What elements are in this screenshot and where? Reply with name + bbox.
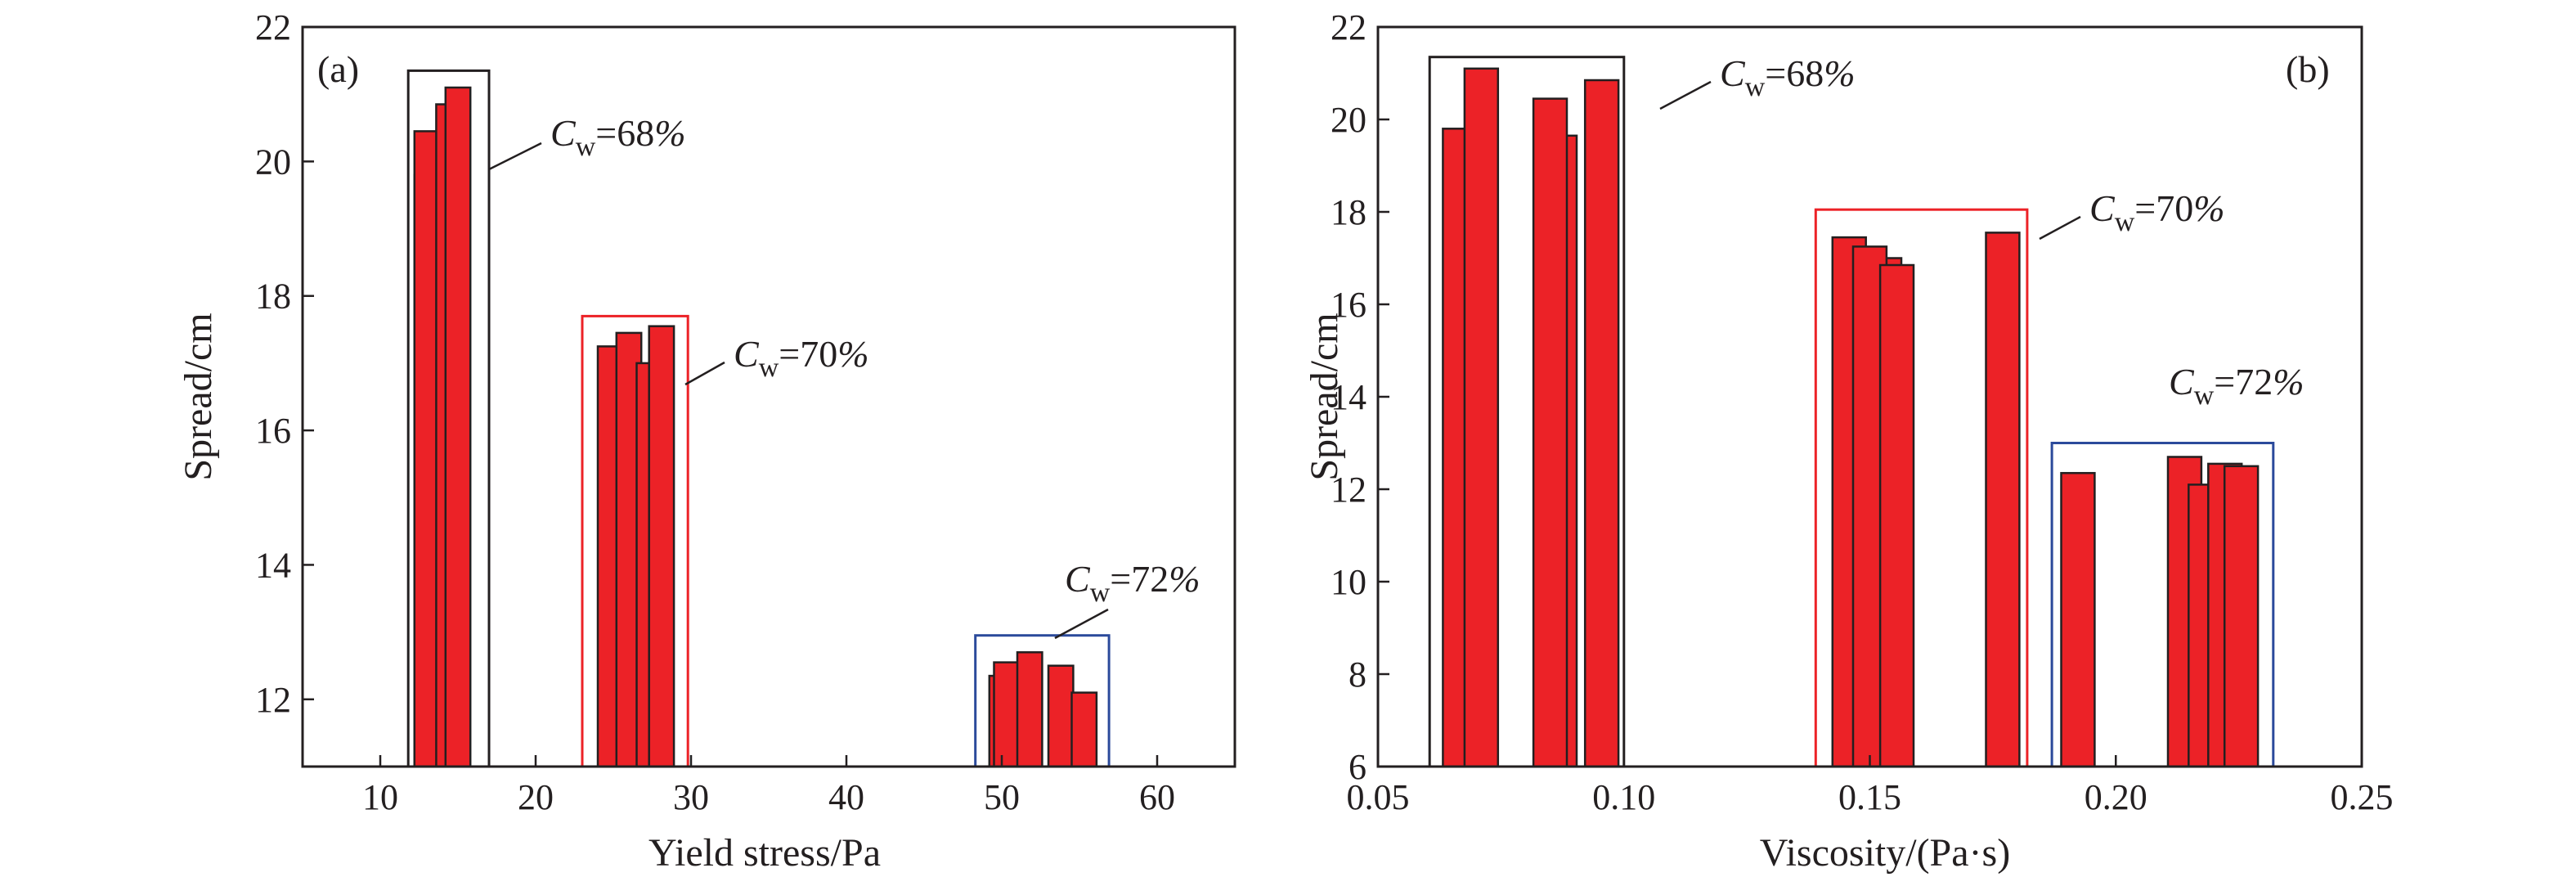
y-tick-label: 20 [255, 142, 291, 182]
plot-frame [301, 25, 1236, 768]
group-label-rest: =72 [1110, 558, 1169, 600]
bar [1532, 97, 1568, 768]
bar [648, 325, 675, 768]
panel-label-a: (a) [317, 48, 359, 90]
group-label-rest: =68 [1765, 52, 1824, 94]
group-label: Cw=70% [734, 333, 869, 383]
bar [2223, 465, 2260, 768]
callout-line [1659, 80, 1712, 110]
group-label-sub: w [759, 353, 779, 383]
y-tick-label: 16 [1331, 285, 1367, 325]
group-label: Cw=70% [2089, 187, 2225, 237]
y-tick-label: 18 [255, 277, 291, 317]
group-label-rest: =68 [595, 112, 654, 154]
group-label-rest: =70 [779, 333, 837, 375]
group-label-sub: w [2115, 207, 2135, 237]
x-axis-label: Viscosity/(Pa·s) [1760, 831, 2010, 875]
axis-ticks: 10 20 30 40 50 60 12 14 16 18 20 22 [255, 7, 1175, 817]
bar [1047, 664, 1075, 768]
bar [993, 661, 1021, 768]
bars-group [413, 86, 1098, 768]
bar [444, 86, 472, 768]
bar [1463, 67, 1500, 768]
x-tick-label: 0.05 [1347, 777, 1410, 817]
bar [2060, 471, 2096, 768]
y-tick-label: 10 [1331, 562, 1367, 602]
group-label-c: C [1720, 52, 1746, 94]
bars-group [1442, 67, 2260, 768]
chart-panel-viscosity: Cw=68%Cw=70%Cw=72% 0.05 0.10 0.15 0.20 0.256… [1303, 7, 2394, 875]
group-label-sub: w [1090, 578, 1111, 608]
y-tick-label: 14 [255, 545, 291, 585]
group-label-percent: % [1169, 558, 1200, 600]
group-label: Cw=68% [550, 112, 686, 162]
y-tick-label: 16 [255, 411, 291, 451]
x-tick-label: 0.20 [2085, 777, 2147, 817]
group-boxes: Cw=68%Cw=70%Cw=72% [406, 69, 1200, 768]
bar [1016, 651, 1043, 768]
group-label-rest: =70 [2134, 187, 2193, 229]
x-tick-label: 0.10 [1592, 777, 1655, 817]
group-label-percent: % [2193, 187, 2224, 229]
y-tick-label: 22 [1331, 7, 1367, 47]
group-label: Cw=72% [1065, 558, 1200, 608]
group-label: Cw=72% [2169, 361, 2304, 411]
group-label-c: C [734, 333, 760, 375]
callout-line [2039, 215, 2081, 241]
group-label-sub: w [1745, 72, 1766, 102]
y-axis-label: Spread/cm [177, 313, 220, 480]
group-label-percent: % [837, 333, 868, 375]
group-label-c: C [1065, 558, 1091, 600]
y-tick-label: 18 [1331, 192, 1367, 232]
group-label: Cw=68% [1720, 52, 1856, 102]
callout-line [684, 361, 725, 386]
bar [1985, 232, 2021, 768]
x-tick-label: 0.25 [2331, 777, 2394, 817]
y-tick-label: 12 [1331, 470, 1367, 510]
bar [1583, 79, 1620, 768]
panel-label-b: (b) [2286, 48, 2330, 90]
group-label-c: C [2169, 361, 2195, 403]
bar [1070, 691, 1098, 768]
group-label-rest: =72 [2214, 361, 2273, 403]
y-tick-label: 8 [1349, 654, 1367, 695]
y-tick-label: 22 [255, 7, 291, 47]
x-tick-label: 30 [673, 777, 709, 817]
x-tick-label: 40 [828, 777, 864, 817]
callout-line [1054, 608, 1109, 640]
group-label-c: C [550, 112, 577, 154]
callout-line [488, 142, 542, 171]
group-label-percent: % [2273, 361, 2304, 403]
bar [1878, 263, 1915, 768]
x-tick-label: 20 [518, 777, 554, 817]
chart-panel-yield-stress: Cw=68%Cw=70%Cw=72% 10 20 30 40 50 60121416182… [177, 7, 1236, 875]
group-label-sub: w [2194, 380, 2215, 411]
axis-ticks: 0.05 0.10 0.15 0.20 0.25 6 8 10 12 14 16 18 20 22 [1331, 7, 2394, 817]
x-axis-label: Yield stress/Pa [648, 831, 881, 875]
y-tick-label: 12 [255, 680, 291, 720]
x-tick-label: 60 [1139, 777, 1175, 817]
x-tick-label: 0.15 [1838, 777, 1901, 817]
y-tick-label: 14 [1331, 377, 1367, 417]
x-tick-label: 10 [362, 777, 398, 817]
y-tick-label: 20 [1331, 100, 1367, 140]
y-tick-label: 6 [1349, 747, 1367, 787]
group-label-sub: w [576, 132, 596, 162]
group-label-percent: % [1824, 52, 1855, 94]
y-axis-label: Spread/cm [1303, 313, 1346, 480]
group-label-c: C [2089, 187, 2116, 229]
x-tick-label: 50 [984, 777, 1020, 817]
group-label-percent: % [654, 112, 685, 154]
